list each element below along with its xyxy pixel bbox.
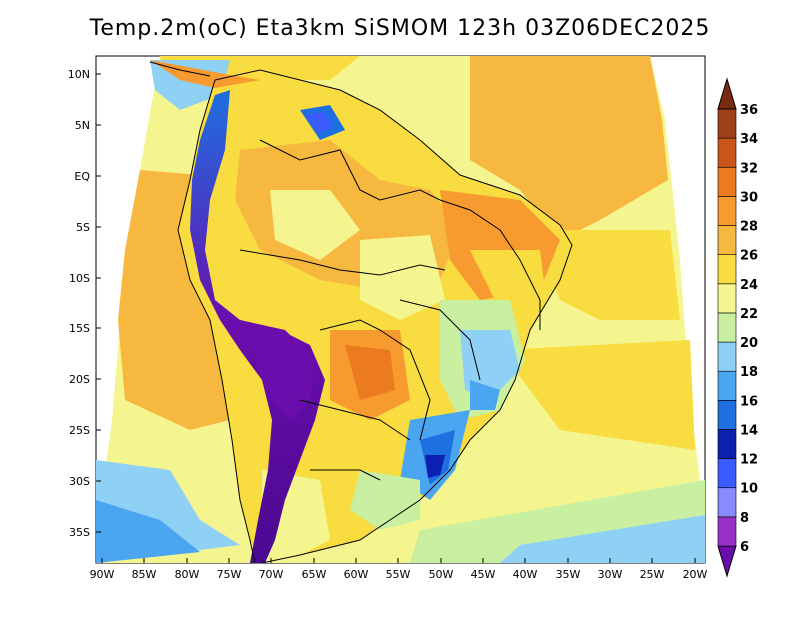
lat-tick-label: 25S xyxy=(69,424,90,437)
colorbar-swatch xyxy=(717,225,737,255)
colorbar-upper-triangle xyxy=(717,77,737,110)
colorbar-label: 18 xyxy=(740,365,758,380)
colorbar-label: 30 xyxy=(740,190,758,205)
colorbar-swatch xyxy=(717,108,737,139)
lat-tick-label: 10S xyxy=(69,272,90,285)
lon-tick-label: 55W xyxy=(386,568,411,581)
lat-tick-label: 30S xyxy=(69,475,90,488)
colorbar-label: 34 xyxy=(740,132,758,147)
colorbar-label: 12 xyxy=(740,453,758,468)
colorbar-label: 6 xyxy=(740,540,749,555)
colorbar-swatch xyxy=(717,400,737,430)
colorbar-swatch xyxy=(717,370,737,401)
colorbar-label: 22 xyxy=(740,307,758,322)
lat-tick-label: 35S xyxy=(69,526,90,539)
longitude-axis: 90W 85W 80W 75W 70W 65W 60W 55W 50W 45W … xyxy=(90,558,708,581)
colorbar: 6 8 10 12 14 16 18 20 22 24 26 28 30 32 34 36 xyxy=(717,77,758,578)
lon-tick-label: 50W xyxy=(429,568,454,581)
colorbar-label: 32 xyxy=(740,161,758,176)
lat-tick-label: 5S xyxy=(76,221,90,234)
lat-tick-label: 20S xyxy=(69,373,90,386)
lat-tick-label: EQ xyxy=(74,170,90,183)
lon-tick-label: 80W xyxy=(175,568,200,581)
colorbar-swatch xyxy=(717,429,737,459)
temperature-field xyxy=(96,56,705,563)
colorbar-label: 10 xyxy=(740,482,758,497)
lon-tick-label: 75W xyxy=(217,568,242,581)
colorbar-label: 26 xyxy=(740,249,758,264)
colorbar-lower-triangle xyxy=(717,545,737,578)
lon-tick-label: 70W xyxy=(259,568,284,581)
lat-tick-label: 10N xyxy=(68,68,90,81)
colorbar-swatch xyxy=(717,458,737,489)
colorbar-label: 24 xyxy=(740,278,758,293)
coastline-borders xyxy=(149,61,573,563)
colorbar-swatch xyxy=(717,196,737,226)
latitude-axis: 10N 5N EQ 5S 10S 15S 20S 25S 30S 35S xyxy=(68,68,101,539)
colorbar-label: 28 xyxy=(740,220,758,235)
lon-tick-label: 65W xyxy=(302,568,327,581)
lon-tick-label: 25W xyxy=(640,568,665,581)
map-title: Temp.2m(oC) Eta3km SiSMOM 123h 03Z06DEC2… xyxy=(89,16,711,41)
lon-tick-label: 60W xyxy=(344,568,369,581)
lat-tick-label: 5N xyxy=(75,119,90,132)
colorbar-swatch xyxy=(717,166,737,197)
colorbar-swatch xyxy=(717,516,737,547)
colorbar-label: 14 xyxy=(740,423,758,438)
lon-tick-label: 35W xyxy=(556,568,581,581)
colorbar-label: 36 xyxy=(740,103,758,118)
colorbar-swatch xyxy=(717,312,737,343)
lon-tick-label: 45W xyxy=(471,568,496,581)
lon-tick-label: 40W xyxy=(513,568,538,581)
lon-tick-label: 90W xyxy=(90,568,115,581)
colorbar-swatch xyxy=(717,341,737,372)
lat-tick-label: 15S xyxy=(69,322,90,335)
colorbar-swatch xyxy=(717,254,737,285)
colorbar-label: 16 xyxy=(740,394,758,409)
colorbar-label: 20 xyxy=(740,336,758,351)
colorbar-swatch xyxy=(717,487,737,518)
lon-tick-label: 85W xyxy=(132,568,157,581)
lon-tick-label: 30W xyxy=(598,568,623,581)
lon-tick-label: 20W xyxy=(683,568,708,581)
colorbar-swatch xyxy=(717,283,737,314)
colorbar-label: 8 xyxy=(740,511,749,526)
colorbar-swatch xyxy=(717,137,737,168)
